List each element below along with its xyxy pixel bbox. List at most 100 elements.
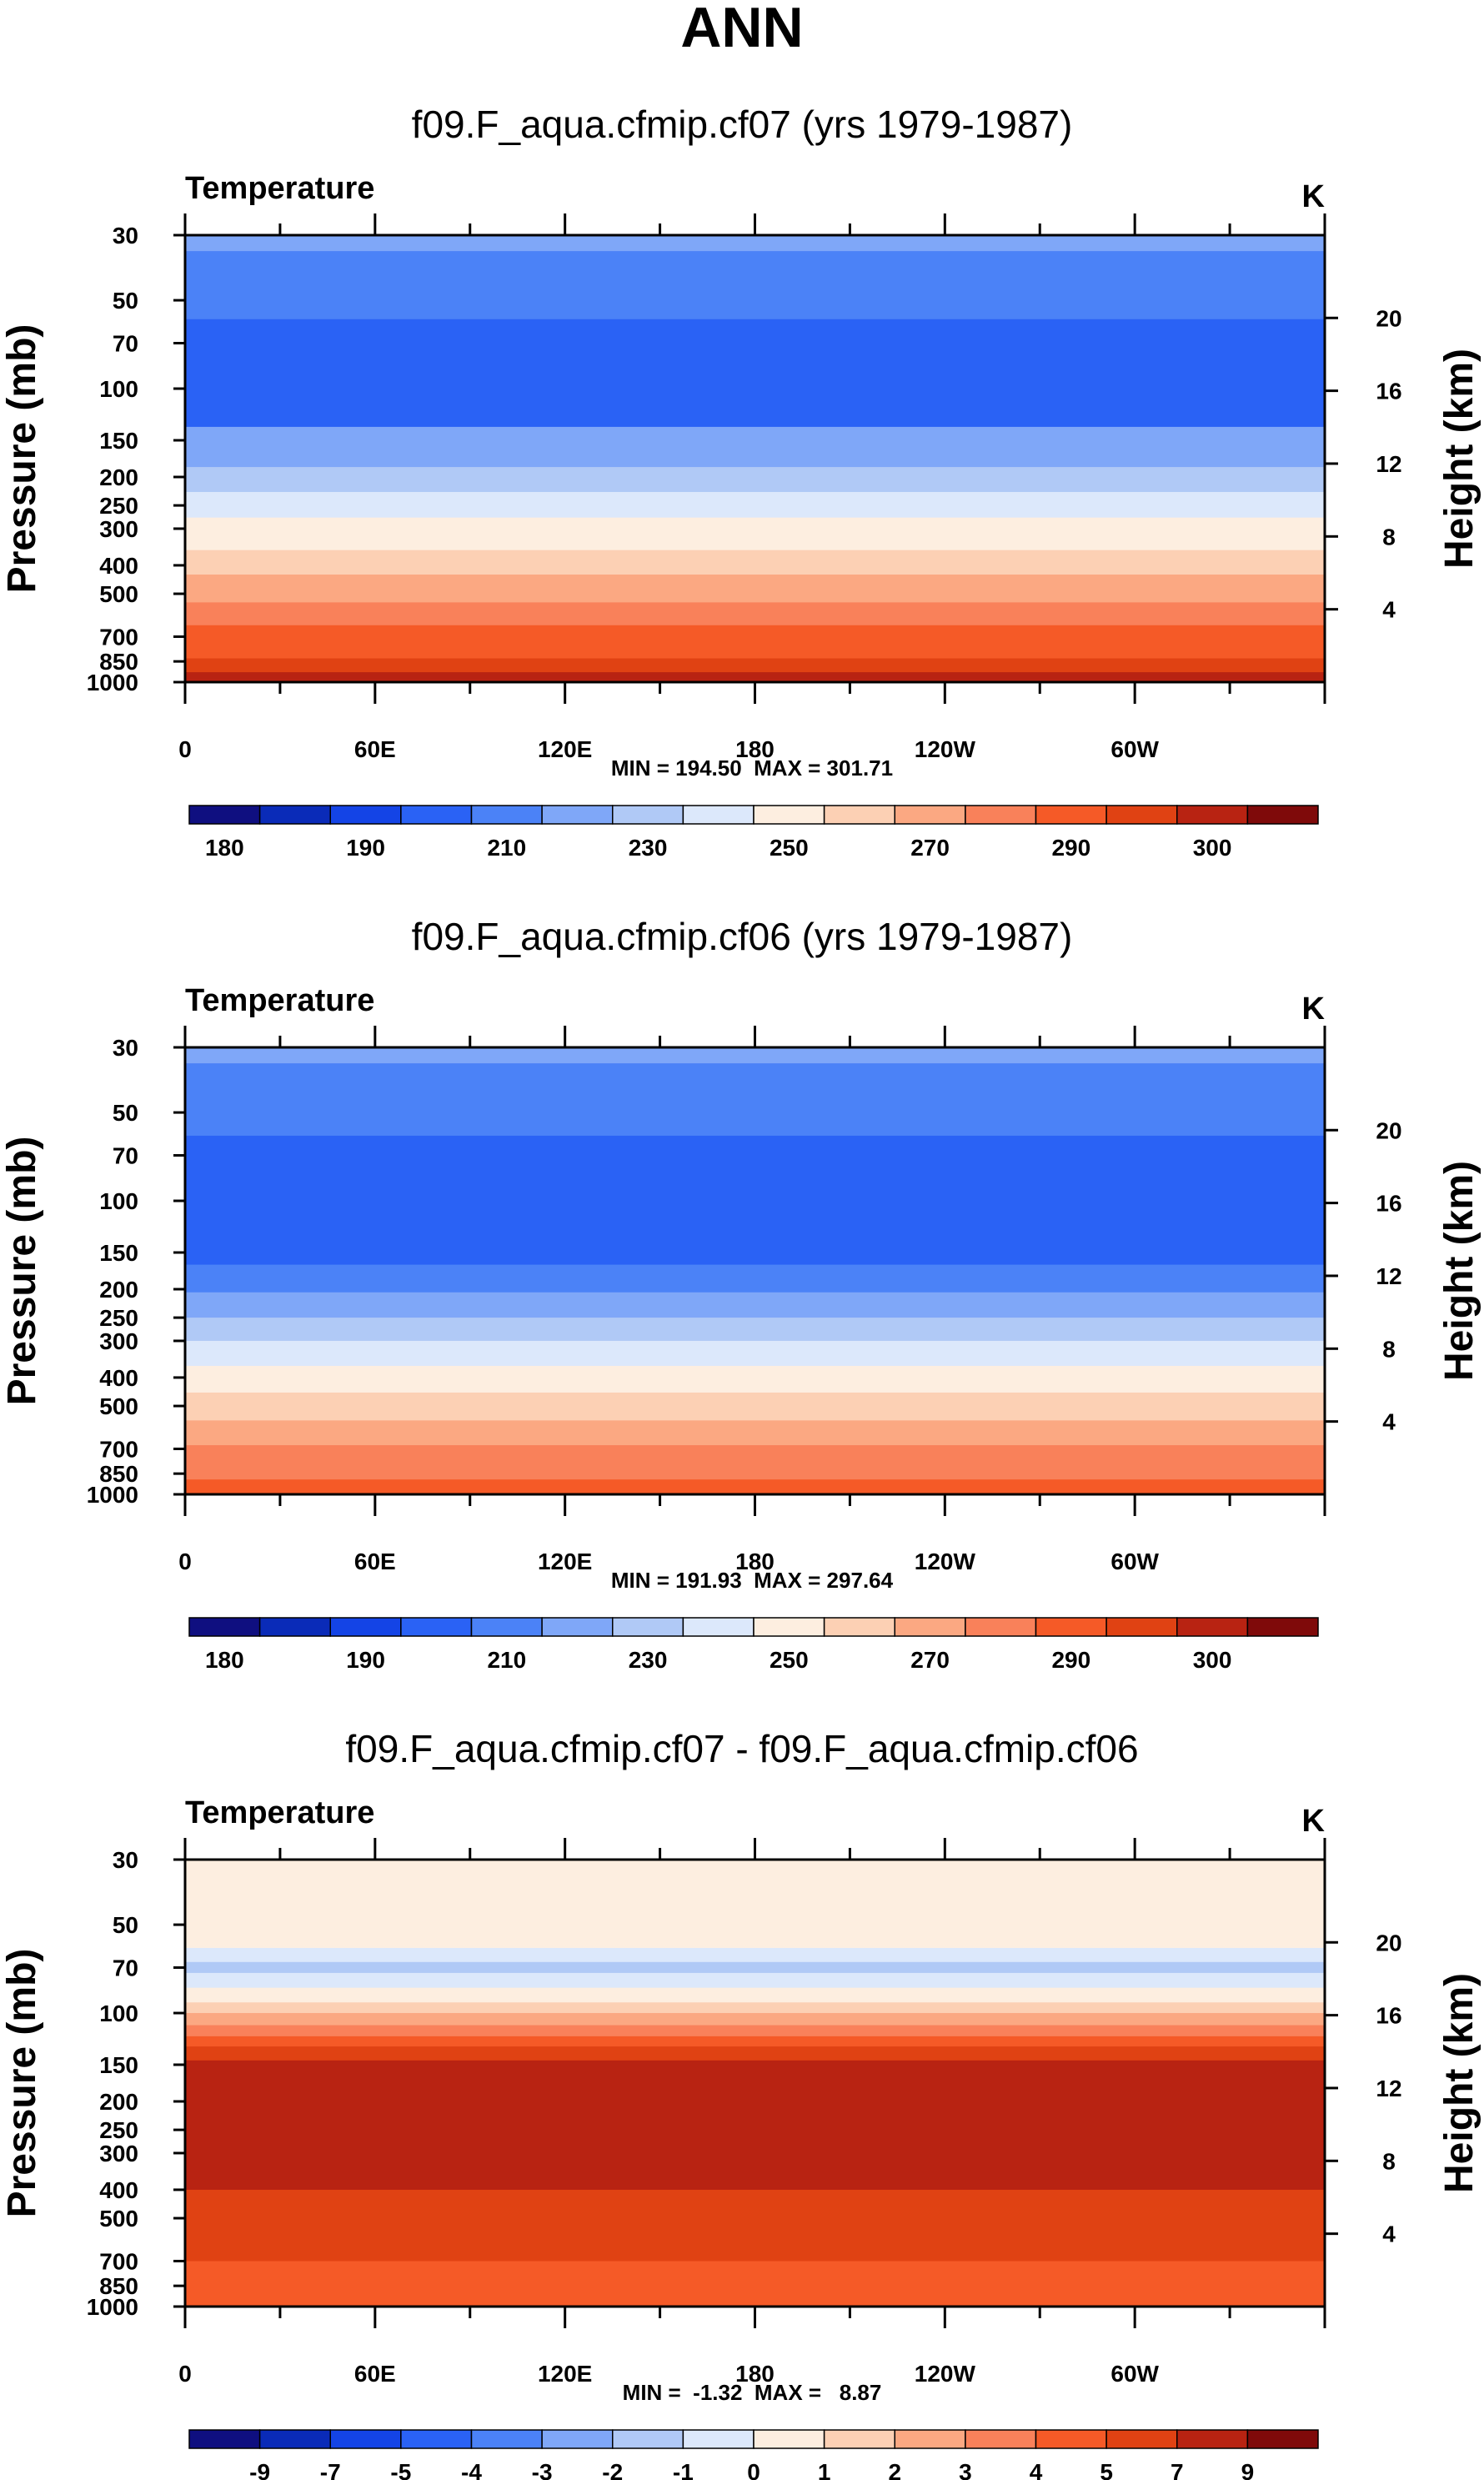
- contour-band: [185, 2261, 1325, 2307]
- y-tick-label: 200: [99, 1277, 138, 1303]
- panel-2: f09.F_aqua.cfmip.cf06 (yrs 1979-1987) Tem…: [0, 915, 1481, 1673]
- colorbar-swatch: [894, 2429, 966, 2449]
- x-tick-label: 60E: [354, 1549, 396, 1574]
- y-tick-label: 400: [99, 1365, 138, 1391]
- y-right-tick-label: 20: [1376, 1117, 1401, 1143]
- colorbar-swatch: [965, 1617, 1037, 1637]
- contour-band: [185, 1340, 1325, 1367]
- x-tick-label: 0: [178, 736, 192, 762]
- colorbar-label: 5: [1100, 2459, 1113, 2480]
- y-tick-label: 700: [99, 2248, 138, 2274]
- colorbar-label: 210: [487, 1647, 526, 1673]
- colorbar-label: 3: [959, 2459, 972, 2480]
- colorbar-label: -4: [461, 2459, 482, 2480]
- variable-label: Temperature: [185, 983, 374, 1018]
- x-tick-label: 60W: [1110, 1549, 1159, 1574]
- colorbar-swatch: [188, 1617, 261, 1637]
- colorbar-swatch: [612, 805, 684, 825]
- y-right-tick-label: 8: [1382, 524, 1396, 550]
- x-tick-label: 120W: [915, 2361, 976, 2387]
- colorbar-label: 300: [1193, 835, 1232, 861]
- colorbar-swatch: [753, 805, 825, 825]
- colorbar-label: -2: [602, 2459, 623, 2480]
- panel-title: f09.F_aqua.cfmip.cf07 (yrs 1979-1987): [412, 103, 1073, 146]
- y-tick-label: 70: [113, 1955, 138, 1981]
- colorbar-label: 270: [910, 1647, 950, 1673]
- colorbar-label: 9: [1241, 2459, 1255, 2480]
- colorbar-swatch: [1035, 805, 1107, 825]
- y-right-tick-label: 16: [1376, 2003, 1401, 2029]
- colorbar-swatch: [470, 2429, 543, 2449]
- contour-band: [185, 625, 1325, 660]
- units-label: K: [1302, 991, 1326, 1027]
- y-tick-label: 100: [99, 2001, 138, 2026]
- colorbar-swatch: [1176, 805, 1249, 825]
- colorbar-swatch: [1105, 2429, 1178, 2449]
- contour-band: [185, 1479, 1325, 1495]
- y-tick-label: 30: [113, 1847, 138, 1873]
- y-tick-label: 250: [99, 493, 138, 519]
- units-label: K: [1302, 179, 1326, 214]
- colorbar-label: 4: [1030, 2459, 1043, 2480]
- colorbar-label: -1: [673, 2459, 694, 2480]
- contour-band: [185, 1972, 1325, 1989]
- colorbar-swatch: [541, 805, 614, 825]
- contour-band: [185, 1318, 1325, 1342]
- min-max-label: MIN = 191.93 MAX = 297.64: [611, 1568, 894, 1593]
- y-right-tick-label: 8: [1382, 2148, 1396, 2174]
- colorbar-swatch: [823, 2429, 895, 2449]
- colorbar-swatch: [329, 2429, 402, 2449]
- colorbar-swatch: [400, 2429, 473, 2449]
- colorbar-label: 290: [1051, 835, 1090, 861]
- y-tick-label: 100: [99, 376, 138, 402]
- colorbar-swatch: [329, 805, 402, 825]
- y-tick-label: 50: [113, 288, 138, 314]
- colorbar-swatch: [470, 805, 543, 825]
- y-tick-label: 300: [99, 2141, 138, 2166]
- colorbar-label: -9: [249, 2459, 270, 2480]
- colorbar-swatch: [1246, 2429, 1319, 2449]
- y-tick-label: 30: [113, 1035, 138, 1061]
- y-tick-label: 50: [113, 1100, 138, 1126]
- contour-band: [185, 1264, 1325, 1293]
- colorbar-swatch: [612, 1617, 684, 1637]
- colorbar-label: 210: [487, 835, 526, 861]
- y-tick-label: 150: [99, 428, 138, 454]
- y-tick-label: 850: [99, 1461, 138, 1487]
- y-axis-title: Pressure (mb): [0, 1949, 44, 2218]
- min-max-label: MIN = -1.32 MAX = 8.87: [623, 2380, 882, 2405]
- panel-1: f09.F_aqua.cfmip.cf07 (yrs 1979-1987) Tem…: [0, 103, 1481, 861]
- colorbar-swatch: [1176, 1617, 1249, 1637]
- colorbar-label: 230: [629, 835, 668, 861]
- contour-band: [185, 1947, 1325, 1963]
- y-tick-label: 150: [99, 1240, 138, 1266]
- contour-band: [185, 2046, 1325, 2061]
- y-right-tick-label: 4: [1382, 1409, 1396, 1435]
- y-tick-label: 850: [99, 2273, 138, 2299]
- x-tick-label: 120E: [538, 1549, 592, 1574]
- colorbar-swatch: [258, 1617, 331, 1637]
- y-right-tick-label: 16: [1376, 379, 1401, 404]
- colorbar-swatch: [329, 1617, 402, 1637]
- y-tick-label: 1000: [87, 670, 138, 695]
- contour-band: [185, 1860, 1325, 1949]
- contour-band: [185, 235, 1325, 252]
- colorbar-swatch: [1246, 805, 1319, 825]
- y-tick-label: 150: [99, 2052, 138, 2078]
- y-right-axis-title: Height (km): [1437, 349, 1481, 569]
- x-tick-label: 120W: [915, 1549, 976, 1574]
- y-tick-label: 30: [113, 223, 138, 249]
- colorbar-swatch: [188, 2429, 261, 2449]
- colorbar-label: 250: [770, 835, 809, 861]
- contour-band: [185, 251, 1325, 320]
- colorbar-label: 290: [1051, 1647, 1090, 1673]
- colorbar-label: 230: [629, 1647, 668, 1673]
- contour-band: [185, 517, 1325, 551]
- y-tick-label: 250: [99, 1305, 138, 1331]
- x-tick-label: 180: [735, 1549, 775, 1574]
- y-right-tick-label: 12: [1376, 451, 1401, 477]
- colorbar-swatch: [682, 805, 755, 825]
- y-right-tick-label: 4: [1382, 2221, 1396, 2247]
- colorbar-swatch: [965, 2429, 1037, 2449]
